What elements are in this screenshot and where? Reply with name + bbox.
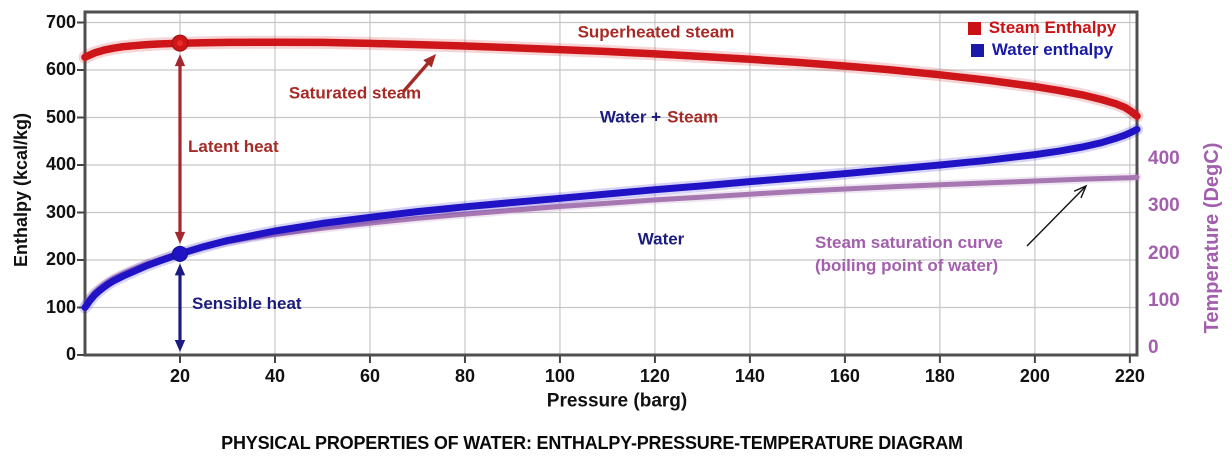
x-tick-label: 60: [359, 366, 380, 386]
annotation-superheated-steam: Superheated steam: [577, 22, 735, 42]
y-tick-label-right: 400: [1148, 148, 1180, 169]
y-tick-label-right: 200: [1148, 242, 1180, 264]
y-tick-label-right: 300: [1148, 195, 1180, 217]
annotation-steam-saturation-curve: Steam saturation curve (boiling point of…: [815, 232, 1003, 277]
annotation-line-2: (boiling point of water): [815, 255, 999, 275]
annotation-saturated-steam: Saturated steam: [288, 83, 422, 103]
x-tick-label: 20: [169, 366, 190, 386]
y-tick-label-left: 0: [65, 344, 76, 364]
annotation-water-part: Water +: [599, 107, 662, 127]
x-tick-label: 40: [264, 366, 285, 386]
annotation-water-plus-steam: Water + Steam: [599, 107, 719, 128]
x-tick-label: 80: [454, 366, 475, 386]
water-enthalpy-swatch-icon: [970, 43, 984, 57]
y-tick-label-left: 200: [45, 249, 76, 269]
annotation-latent-heat: Latent heat: [188, 137, 279, 156]
y-tick-label-left: 400: [45, 154, 76, 174]
annotation-water: Water: [637, 229, 685, 249]
legend-label: Water enthalpy: [991, 40, 1114, 59]
legend-label: Steam Enthalpy: [988, 18, 1117, 37]
y-tick-label-left: 300: [45, 201, 76, 222]
y-axis-title-right: Temperature (DegC): [1201, 142, 1223, 334]
x-axis-title: Pressure (barg): [546, 390, 688, 412]
legend-entry-water-enthalpy: Water enthalpy: [933, 39, 1151, 61]
x-tick-label: 220: [1114, 366, 1145, 386]
x-tick-label: 120: [639, 366, 670, 386]
y-tick-label-left: 700: [45, 11, 76, 32]
x-tick-label: 100: [544, 366, 575, 386]
legend: Steam Enthalpy Water enthalpy: [933, 17, 1151, 61]
y-tick-label-left: 500: [45, 106, 76, 127]
x-tick-label: 140: [734, 366, 765, 386]
annotation-steam-part: Steam: [667, 107, 719, 127]
y-tick-label-left: 600: [45, 59, 76, 79]
y-tick-label-left: 100: [45, 296, 76, 317]
x-tick-label: 180: [924, 366, 955, 386]
y-tick-label-right: 100: [1148, 289, 1180, 311]
chart-caption: PHYSICAL PROPERTIES OF WATER: ENTHALPY-P…: [221, 433, 963, 454]
x-tick-label: 200: [1019, 366, 1050, 386]
annotation-line-1: Steam saturation curve: [815, 233, 1004, 252]
steam-enthalpy-swatch-icon: [967, 21, 981, 35]
annotation-sensible-heat: Sensible heat: [192, 294, 302, 313]
y-axis-title-left: Enthalpy (kcal/kg): [11, 112, 32, 268]
legend-entry-steam-enthalpy: Steam Enthalpy: [933, 17, 1151, 39]
x-tick-label: 160: [829, 366, 860, 386]
y-tick-label-right: 0: [1148, 337, 1159, 358]
